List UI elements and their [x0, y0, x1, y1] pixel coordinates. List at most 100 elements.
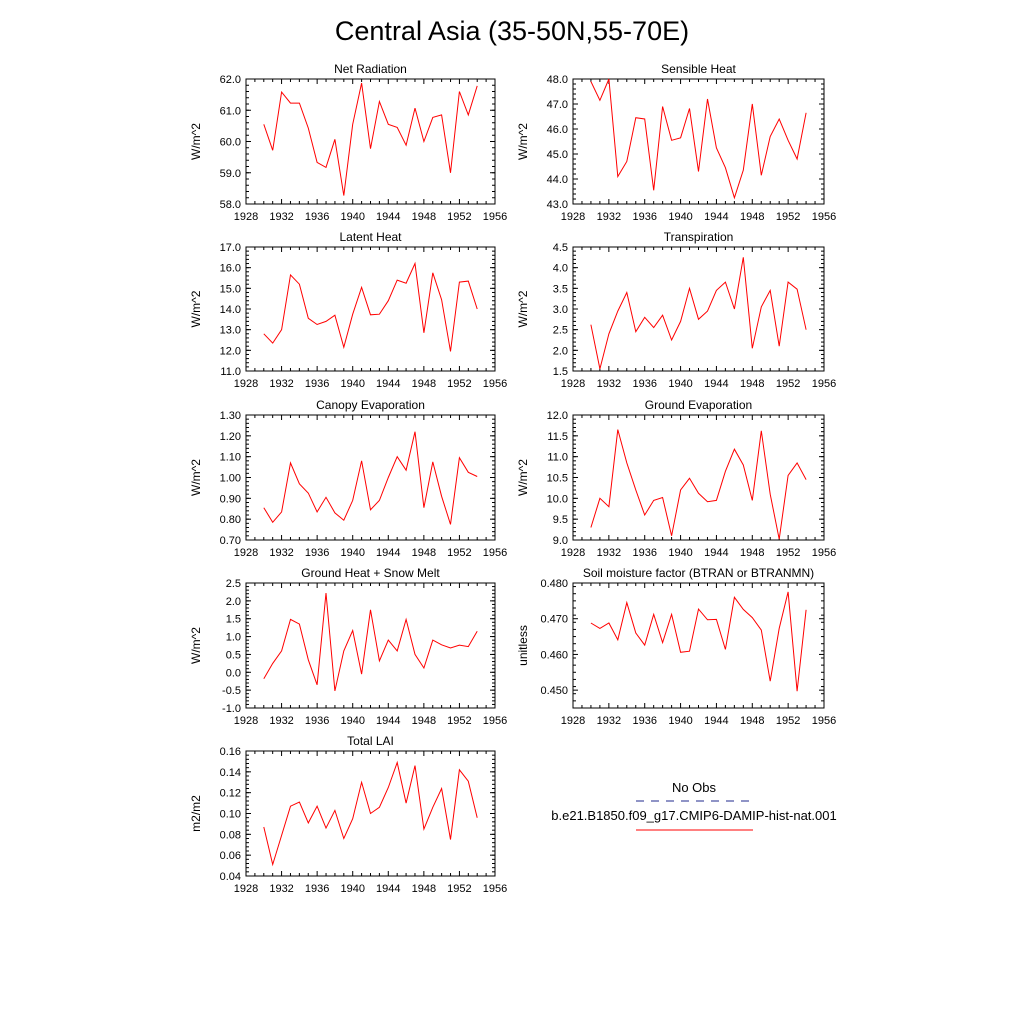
x-tick-label: 1952: [447, 211, 471, 223]
x-tick-label: 1940: [668, 211, 692, 223]
legend: No Obs b.e21.B1850.f09_g17.CMIP6-DAMIP-h…: [551, 780, 837, 831]
y-tick-label: 0.0: [226, 667, 241, 679]
x-tick-label: 1936: [305, 378, 329, 390]
y-tick-label: 3.0: [553, 304, 568, 316]
x-tick-label: 1944: [704, 211, 728, 223]
series-line-sensible-heat: [590, 78, 807, 200]
x-tick-label: 1932: [597, 211, 621, 223]
y-tick-label: 0.14: [220, 767, 241, 779]
x-tick-label: 1932: [597, 547, 621, 559]
plot-frame-net-radiation: [245, 78, 496, 205]
series-line-ground-heat-snow-melt: [263, 592, 478, 692]
x-tick-label: 1940: [340, 715, 364, 727]
plot-frame-canopy-evaporation: [245, 414, 496, 541]
x-tick-label: 1940: [340, 547, 364, 559]
x-tick-label: 1952: [776, 211, 800, 223]
x-tick-label: 1932: [597, 378, 621, 390]
y-tick-label: 9.5: [553, 514, 568, 526]
x-tick-label: 1948: [740, 211, 764, 223]
legend-label-model: b.e21.B1850.f09_g17.CMIP6-DAMIP-hist-nat…: [551, 808, 836, 823]
x-tick-label: 1948: [740, 715, 764, 727]
y-axis-label-ground-evaporation: W/m^2: [516, 459, 530, 496]
x-tick-label: 1956: [483, 378, 507, 390]
y-tick-label: 0.08: [220, 829, 241, 841]
plot-frame-transpiration: [572, 246, 825, 372]
x-tick-label: 1932: [269, 715, 293, 727]
plot-frame-ground-evaporation: [572, 414, 825, 541]
y-tick-label: 0.04: [220, 871, 241, 883]
x-tick-label: 1944: [376, 211, 400, 223]
x-tick-label: 1956: [483, 547, 507, 559]
y-tick-label: 1.00: [220, 473, 241, 485]
y-tick-label: 0.480: [540, 578, 568, 590]
panel-canopy-evaporation: Canopy Evaporation W/m^2 1928 1932 1936 1940 1…: [189, 398, 507, 559]
y-tick-label: 10.0: [547, 493, 568, 505]
x-tick-label: 1948: [412, 715, 436, 727]
y-tick-label: 61.0: [220, 105, 241, 117]
y-tick-label: 1.10: [220, 452, 241, 464]
panel-ground-heat-snow-melt: Ground Heat + Snow Melt W/m^2 1928 1932 1936…: [189, 566, 507, 727]
y-tick-label: 1.20: [220, 431, 241, 443]
plot-frame-soil-moisture-factor-btran-or-btranmn: [572, 582, 825, 709]
series-line-ground-evaporation: [590, 429, 807, 540]
x-tick-label: 1932: [269, 211, 293, 223]
x-tick-label: 1948: [412, 547, 436, 559]
series-line-net-radiation: [263, 82, 478, 196]
y-tick-label: 0.450: [540, 685, 568, 697]
y-axis-label-net-radiation: W/m^2: [189, 123, 203, 160]
series-line-transpiration: [590, 257, 807, 370]
x-tick-label: 1928: [561, 378, 585, 390]
x-tick-label: 1956: [812, 715, 836, 727]
y-tick-label: 48.0: [547, 74, 568, 86]
panel-title-total-lai: Total LAI: [347, 734, 394, 748]
y-tick-label: 3.5: [553, 283, 568, 295]
x-tick-label: 1936: [305, 547, 329, 559]
x-tick-label: 1956: [812, 211, 836, 223]
plot-frame-latent-heat: [245, 246, 496, 372]
x-tick-label: 1932: [269, 547, 293, 559]
y-tick-label: 0.06: [220, 850, 241, 862]
x-tick-label: 1932: [269, 883, 293, 895]
panel-ground-evaporation: Ground Evaporation W/m^2 1928 1932 1936 1940 1…: [516, 398, 836, 559]
x-tick-label: 1956: [483, 211, 507, 223]
y-tick-label: 1.5: [553, 366, 568, 378]
y-tick-label: 60.0: [220, 137, 241, 149]
x-tick-label: 1952: [776, 715, 800, 727]
y-axis-label-sensible-heat: W/m^2: [516, 123, 530, 160]
y-tick-label: 0.5: [226, 649, 241, 661]
x-tick-label: 1928: [561, 715, 585, 727]
y-tick-label: 12.0: [220, 345, 241, 357]
x-tick-label: 1952: [776, 378, 800, 390]
x-tick-label: 1948: [412, 883, 436, 895]
y-tick-label: 11.0: [547, 452, 568, 464]
x-tick-label: 1952: [447, 715, 471, 727]
x-tick-label: 1928: [561, 547, 585, 559]
x-tick-label: 1940: [668, 547, 692, 559]
panel-sensible-heat: Sensible Heat W/m^2 1928 1932 1936 1940 1944 19…: [516, 62, 836, 223]
y-tick-label: 11.5: [547, 431, 568, 443]
x-tick-label: 1936: [632, 378, 656, 390]
figure-title: Central Asia (35-50N,55-70E): [335, 16, 689, 46]
y-tick-label: 0.12: [220, 788, 241, 800]
panel-title-sensible-heat: Sensible Heat: [661, 62, 736, 76]
y-tick-label: 46.0: [547, 124, 568, 136]
x-tick-label: 1936: [305, 715, 329, 727]
y-axis-label-total-lai: m2/m2: [189, 795, 203, 832]
y-tick-label: 43.0: [547, 199, 568, 211]
y-tick-label: 0.470: [540, 614, 568, 626]
y-tick-label: 59.0: [220, 168, 241, 180]
y-tick-label: 47.0: [547, 99, 568, 111]
y-tick-label: 17.0: [220, 242, 241, 254]
y-tick-label: 15.0: [220, 283, 241, 295]
panel-title-latent-heat: Latent Heat: [339, 230, 402, 244]
panel-net-radiation: Net Radiation W/m^2 1928 1932 1936 1940 1944 19…: [189, 62, 507, 223]
panel-soil-moisture-factor-btran-or-btranmn: Soil moisture factor (BTRAN or BTRANMN) u…: [516, 566, 836, 727]
y-axis-label-ground-heat-snow-melt: W/m^2: [189, 627, 203, 664]
series-line-canopy-evaporation: [263, 431, 478, 525]
x-tick-label: 1940: [668, 715, 692, 727]
x-tick-label: 1952: [447, 547, 471, 559]
x-tick-label: 1928: [234, 211, 258, 223]
panel-latent-heat: Latent Heat W/m^2 1928 1932 1936 1940 1944 1948…: [189, 230, 507, 390]
x-tick-label: 1952: [447, 378, 471, 390]
